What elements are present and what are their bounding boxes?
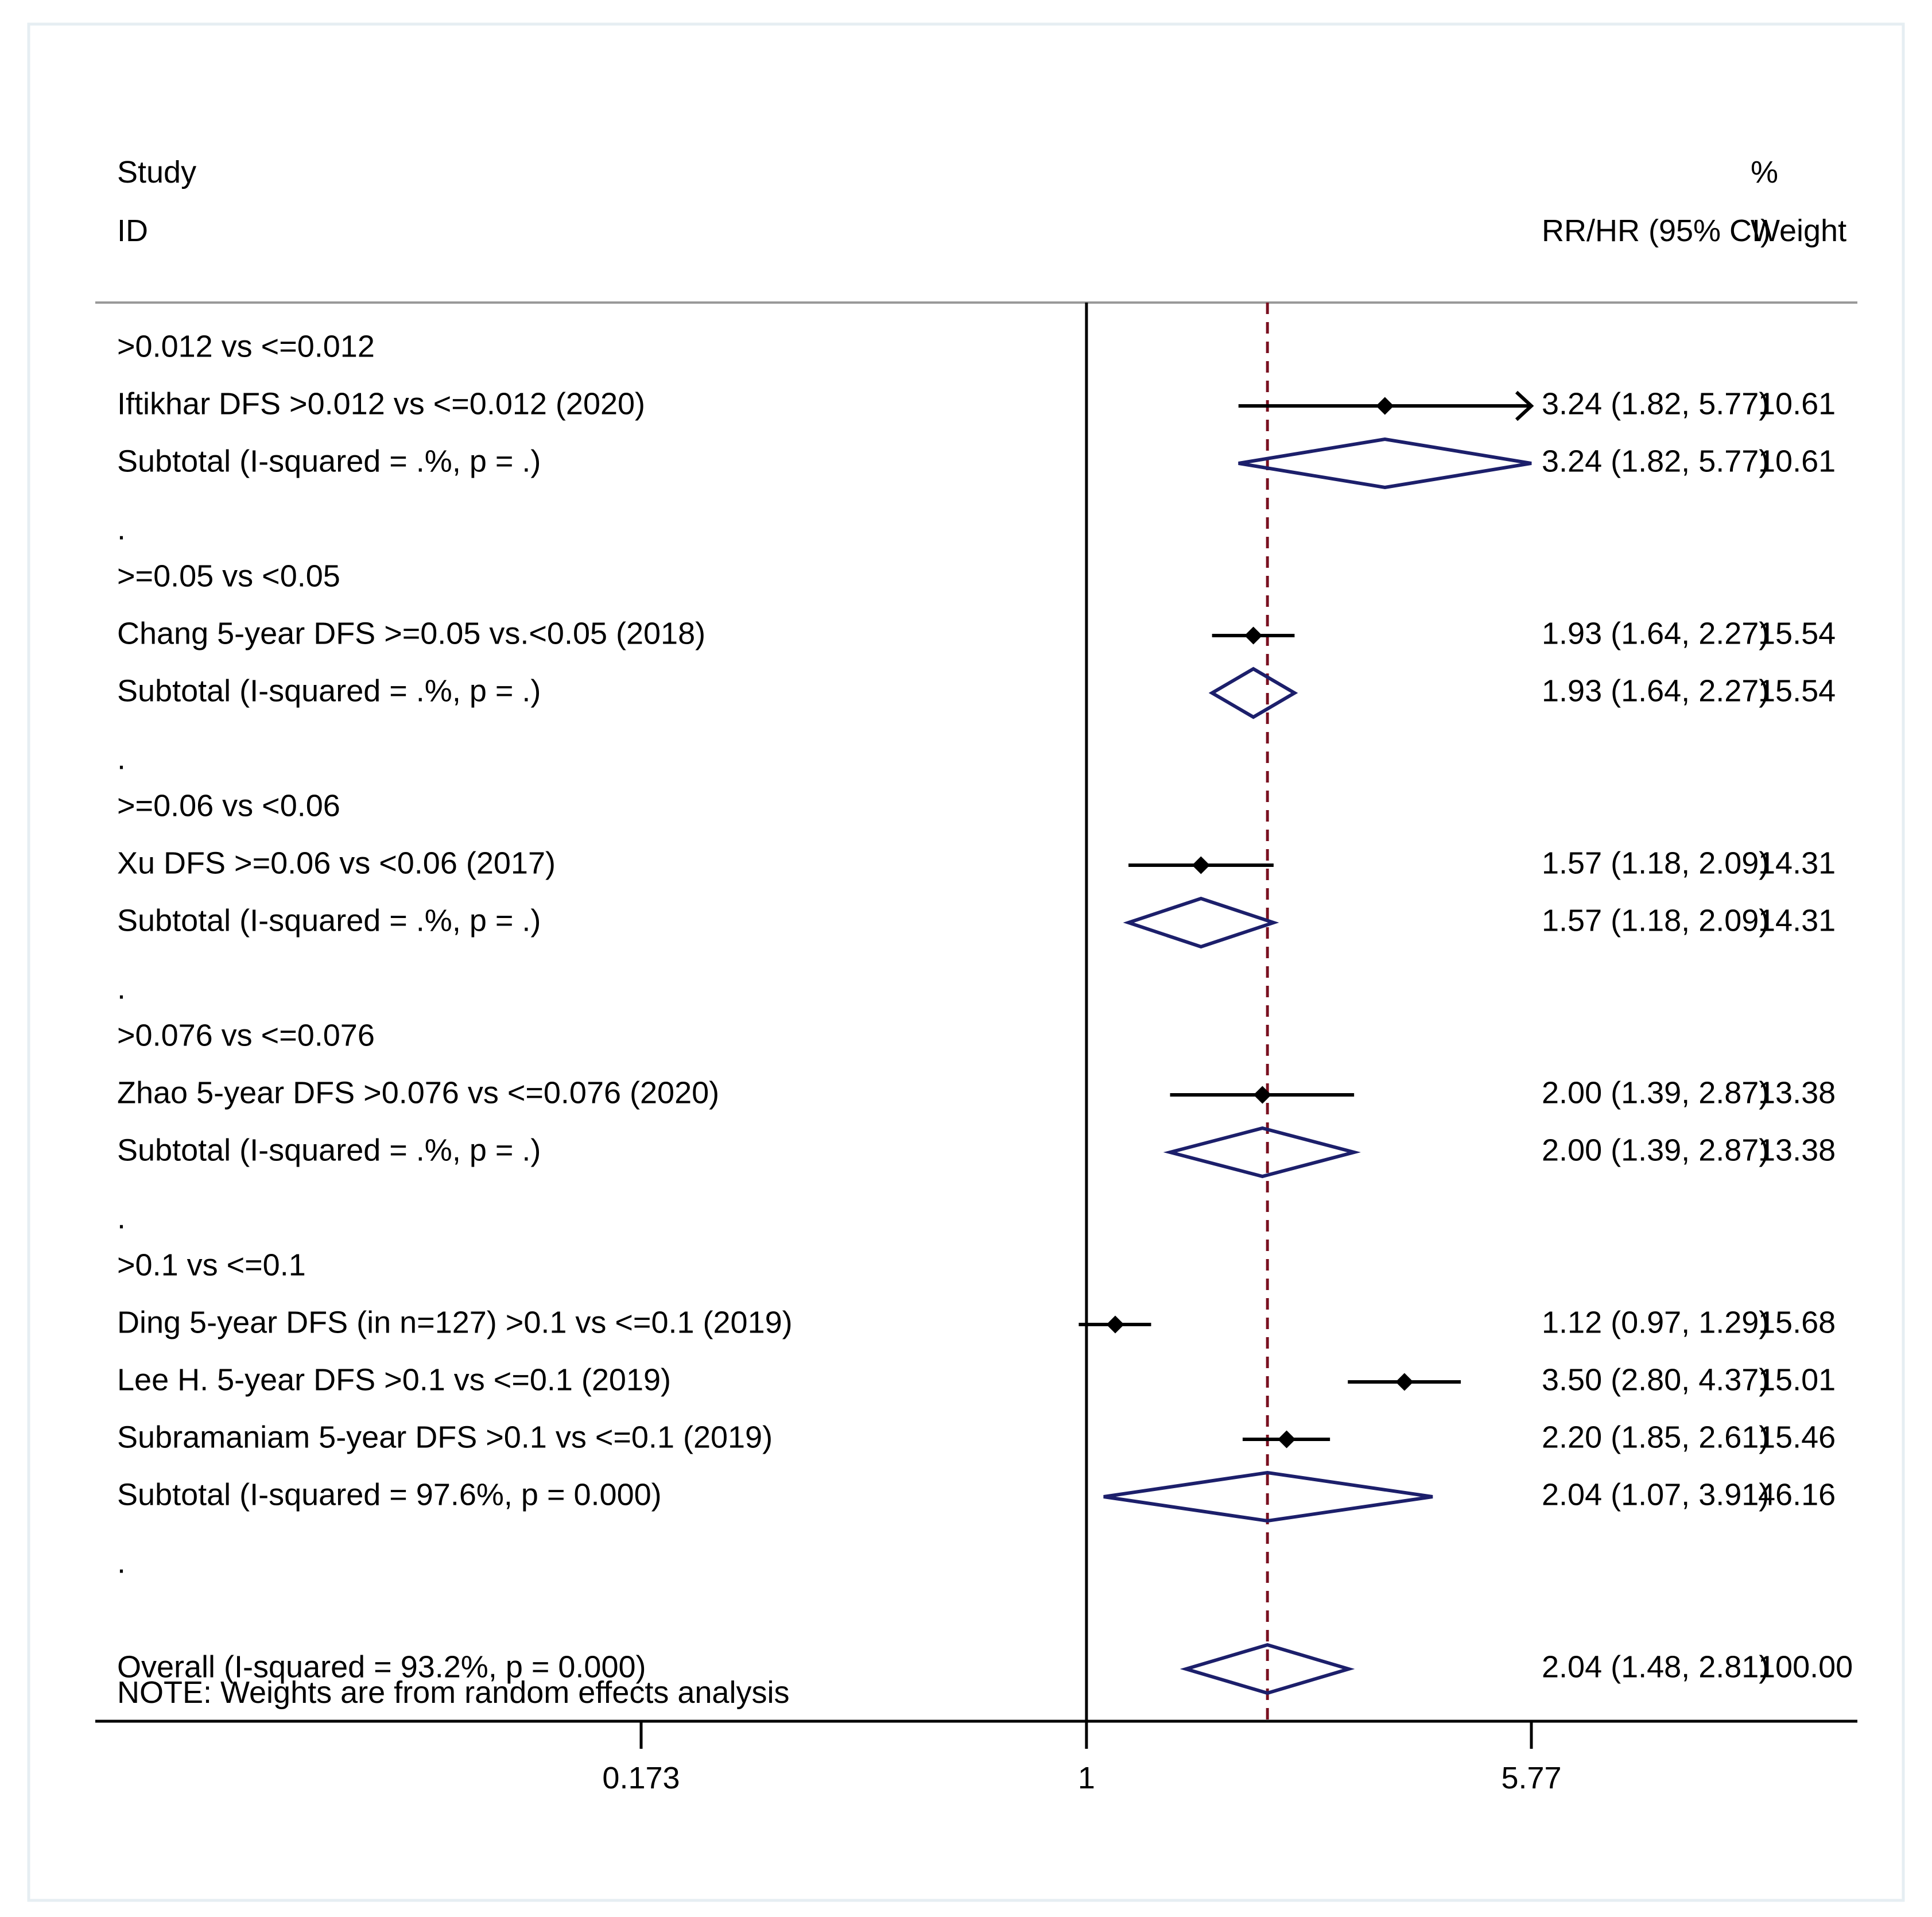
- group-label: >=0.06 vs <0.06: [117, 788, 340, 823]
- header-effect: RR/HR (95% CI): [1542, 214, 1771, 248]
- weight-value: 10.61: [1758, 444, 1836, 478]
- separator-dot: .: [117, 1200, 126, 1235]
- subtotal-diamond: [1238, 437, 1532, 490]
- ci-value: 1.57 (1.18, 2.09): [1542, 846, 1769, 880]
- outer-frame: [27, 22, 1905, 1902]
- subtotal-diamond: [1208, 667, 1298, 719]
- study-label: Iftikhar DFS >0.012 vs <=0.012 (2020): [117, 386, 645, 421]
- separator-dot: .: [117, 1545, 126, 1579]
- point-estimate: [1278, 1430, 1296, 1449]
- study-label: Ding 5-year DFS (in n=127) >0.1 vs <=0.1…: [117, 1305, 793, 1339]
- weight-value: 15.01: [1758, 1362, 1836, 1397]
- weight-value: 13.38: [1758, 1133, 1836, 1167]
- study-label: Xu DFS >=0.06 vs <0.06 (2017): [117, 846, 556, 880]
- weight-value: 14.31: [1758, 903, 1836, 938]
- ci-value: 1.57 (1.18, 2.09): [1542, 903, 1769, 938]
- subtotal-label: Subtotal (I-squared = 97.6%, p = 0.000): [117, 1477, 662, 1512]
- x-tick-label: 0.173: [602, 1761, 680, 1795]
- subtotal-diamond: [1123, 896, 1279, 949]
- group-label: >=0.05 vs <0.05: [117, 559, 340, 593]
- weight-value: 100.00: [1758, 1649, 1853, 1684]
- point-estimate: [1253, 1086, 1271, 1104]
- point-estimate: [1376, 397, 1394, 415]
- weight-value: 15.54: [1758, 616, 1836, 650]
- header-weight: Weight: [1751, 214, 1846, 248]
- x-tick-label: 5.77: [1501, 1761, 1561, 1795]
- ci-value: 1.93 (1.64, 2.27): [1542, 616, 1769, 650]
- subtotal-label: Subtotal (I-squared = .%, p = .): [117, 903, 541, 938]
- weight-value: 46.16: [1758, 1477, 1836, 1512]
- header-id: ID: [117, 214, 148, 248]
- study-label: Subramaniam 5-year DFS >0.1 vs <=0.1 (20…: [117, 1420, 773, 1454]
- overall-label: Overall (I-squared = 93.2%, p = 0.000): [117, 1649, 646, 1684]
- ci-value: 2.20 (1.85, 2.61): [1542, 1420, 1769, 1454]
- ci-value: 2.04 (1.48, 2.81): [1542, 1649, 1769, 1684]
- point-estimate: [1244, 626, 1263, 645]
- group-label: >0.076 vs <=0.076: [117, 1018, 375, 1052]
- group-label: >0.012 vs <=0.012: [117, 329, 375, 363]
- point-estimate: [1395, 1373, 1414, 1391]
- ci-value: 2.04 (1.07, 3.91): [1542, 1477, 1769, 1512]
- subtotal-label: Subtotal (I-squared = .%, p = .): [117, 444, 541, 478]
- group-label: >0.1 vs <=0.1: [117, 1248, 306, 1282]
- x-tick-label: 1: [1078, 1761, 1095, 1795]
- subtotal-label: Subtotal (I-squared = .%, p = .): [117, 673, 541, 708]
- subtotal-diamond: [1103, 1470, 1433, 1523]
- ci-value: 3.24 (1.82, 5.77): [1542, 444, 1769, 478]
- ci-value: 2.00 (1.39, 2.87): [1542, 1075, 1769, 1110]
- point-estimate: [1192, 856, 1210, 874]
- weight-value: 15.68: [1758, 1305, 1836, 1339]
- ci-value: 2.00 (1.39, 2.87): [1542, 1133, 1769, 1167]
- ci-value: 3.50 (2.80, 4.37): [1542, 1362, 1769, 1397]
- separator-dot: .: [117, 971, 126, 1005]
- separator-dot: .: [117, 741, 126, 776]
- study-label: Zhao 5-year DFS >0.076 vs <=0.076 (2020): [117, 1075, 719, 1110]
- subtotal-diamond: [1163, 1126, 1361, 1179]
- ci-value: 1.12 (0.97, 1.29): [1542, 1305, 1769, 1339]
- ci-arrow: [1515, 390, 1534, 421]
- weight-value: 15.54: [1758, 673, 1836, 708]
- ci-value: 3.24 (1.82, 5.77): [1542, 386, 1769, 421]
- study-label: Chang 5-year DFS >=0.05 vs.<0.05 (2018): [117, 616, 705, 650]
- study-label: Lee H. 5-year DFS >0.1 vs <=0.1 (2019): [117, 1362, 671, 1397]
- overall-diamond: [1180, 1643, 1355, 1695]
- ci-value: 1.93 (1.64, 2.27): [1542, 673, 1769, 708]
- weight-value: 15.46: [1758, 1420, 1836, 1454]
- header-study: Study: [117, 155, 196, 189]
- weights-note: NOTE: Weights are from random effects an…: [117, 1675, 789, 1710]
- weight-value: 14.31: [1758, 846, 1836, 880]
- weight-value: 13.38: [1758, 1075, 1836, 1110]
- point-estimate: [1106, 1315, 1124, 1334]
- subtotal-label: Subtotal (I-squared = .%, p = .): [117, 1133, 541, 1167]
- header-percent: %: [1751, 155, 1778, 189]
- separator-dot: .: [117, 512, 126, 546]
- weight-value: 10.61: [1758, 386, 1836, 421]
